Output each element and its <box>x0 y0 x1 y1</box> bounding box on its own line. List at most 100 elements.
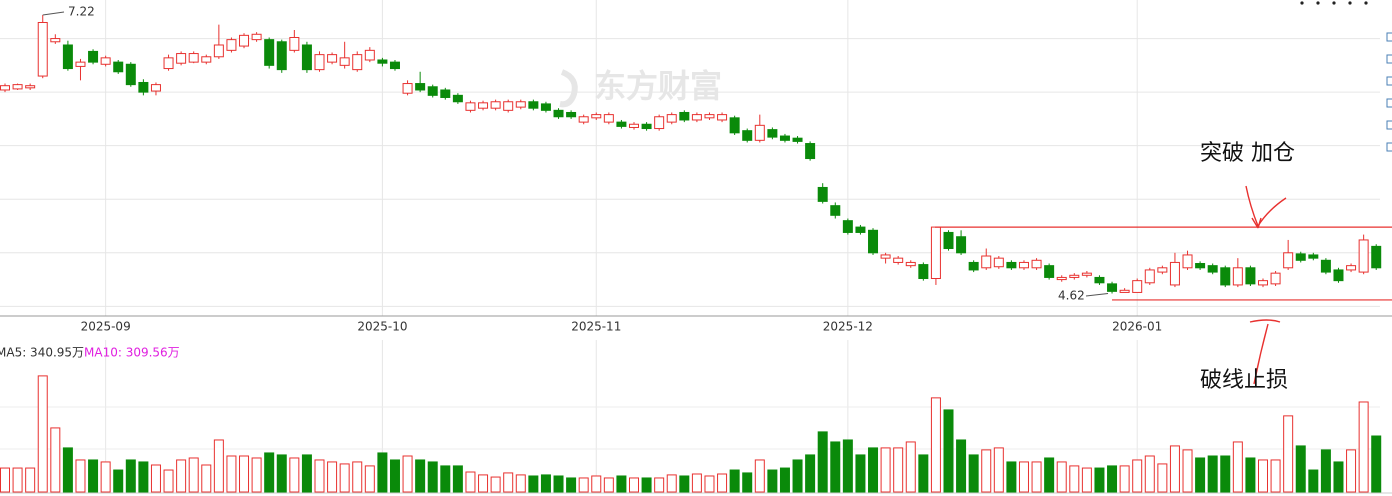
candle-body <box>1245 267 1256 285</box>
candle-body <box>25 85 36 89</box>
volume-bar <box>717 473 728 493</box>
volume-bar <box>842 439 853 493</box>
candle-body <box>440 89 451 98</box>
volume-bar <box>905 441 916 493</box>
legend-entry: MA5: 340.95万 <box>0 346 84 360</box>
volume-bar <box>1169 445 1180 493</box>
candle-body <box>968 261 979 271</box>
candle-body <box>188 53 199 63</box>
candle-body <box>905 261 916 267</box>
volume-bar <box>1157 463 1168 493</box>
volume-bar <box>868 447 879 493</box>
candle-body <box>226 39 237 51</box>
volume-bar <box>1258 459 1268 493</box>
candle-body <box>805 143 816 160</box>
volume-bar <box>1006 461 1017 493</box>
candle-body <box>1295 253 1306 261</box>
label-leader <box>1085 293 1109 297</box>
volume-bar <box>540 474 551 493</box>
annotation: 突破 加仓 <box>1200 141 1295 166</box>
x-tick-label: 2025-12 <box>823 320 873 334</box>
volume-bar <box>1207 455 1218 493</box>
volume-bar <box>251 457 262 493</box>
candle-body <box>1371 245 1382 269</box>
volume-bar <box>503 472 514 493</box>
hand-arrows <box>1245 185 1287 385</box>
volume-bar <box>679 475 690 493</box>
candle-body <box>415 83 426 91</box>
candle-body <box>981 255 992 269</box>
volume-bar <box>150 464 161 493</box>
volume-bar <box>301 454 312 493</box>
volume-bar <box>1144 455 1155 493</box>
candle-body <box>616 121 627 127</box>
volume-bar <box>742 472 753 493</box>
volume-bar <box>0 467 10 493</box>
candle-body <box>327 54 338 63</box>
candle-body <box>1069 274 1080 278</box>
volume-bar <box>1232 441 1243 493</box>
volume-bar <box>528 475 539 493</box>
volume-bar <box>1320 449 1331 493</box>
candle-body <box>12 84 23 90</box>
volume-bar <box>465 471 476 493</box>
candle-body <box>1283 252 1294 269</box>
volume-bar <box>930 397 941 493</box>
volume-bar <box>1245 457 1256 493</box>
volume-bar <box>1308 469 1319 493</box>
volume-bar <box>578 477 589 493</box>
candle-body <box>1044 265 1055 278</box>
volume-bar <box>817 431 828 493</box>
volume-bar <box>993 447 1004 493</box>
volume-bar <box>691 473 702 493</box>
candle-body <box>629 123 639 128</box>
volume-bar <box>389 459 400 493</box>
candle-body <box>1195 263 1206 269</box>
volume-bar <box>629 477 639 493</box>
volume-bar <box>1056 461 1067 493</box>
candle-body <box>427 86 438 96</box>
x-tick-label: 2025-11 <box>571 320 621 334</box>
candle-body <box>1144 269 1155 284</box>
watermark-logo <box>559 69 578 108</box>
candle-body <box>1056 276 1067 281</box>
volume-bar <box>138 461 149 493</box>
volume-bar <box>440 465 451 493</box>
volume-bar <box>654 477 665 493</box>
volume-bar <box>792 459 803 493</box>
candle-body <box>1258 280 1268 286</box>
candle-body <box>125 63 136 86</box>
candle-body <box>289 36 300 51</box>
candle-body <box>138 81 149 93</box>
volume-bar <box>956 439 967 493</box>
volume-bar <box>478 474 489 493</box>
candle-body <box>176 53 187 64</box>
candle-body <box>691 114 702 121</box>
volume-bar <box>1094 467 1105 493</box>
x-tick-label: 2026-01 <box>1112 320 1162 334</box>
volume-bar <box>314 459 325 493</box>
candle-body <box>452 94 463 103</box>
candle-body <box>62 44 73 70</box>
volume-bar <box>352 461 363 493</box>
volume-bar <box>805 454 816 493</box>
label-leader <box>42 11 65 16</box>
volume-bar <box>490 476 501 493</box>
candle-body <box>1220 267 1231 286</box>
volume-bar <box>289 457 300 493</box>
volume-bar <box>591 475 602 493</box>
volume-bar <box>1069 465 1080 493</box>
candle-body <box>1107 283 1118 292</box>
volume-bar <box>62 447 73 493</box>
candle-body <box>993 257 1004 268</box>
candle-body <box>50 38 61 43</box>
menu-dots[interactable] <box>1300 1 1368 5</box>
volume-bar <box>566 477 577 493</box>
candle-body <box>100 57 111 65</box>
volume-bar <box>239 455 250 493</box>
volume-bar <box>1107 465 1118 493</box>
volume-bar <box>176 459 187 493</box>
volume-bar <box>88 459 99 493</box>
volume-bar <box>893 447 904 493</box>
volume-bar <box>1132 459 1143 493</box>
